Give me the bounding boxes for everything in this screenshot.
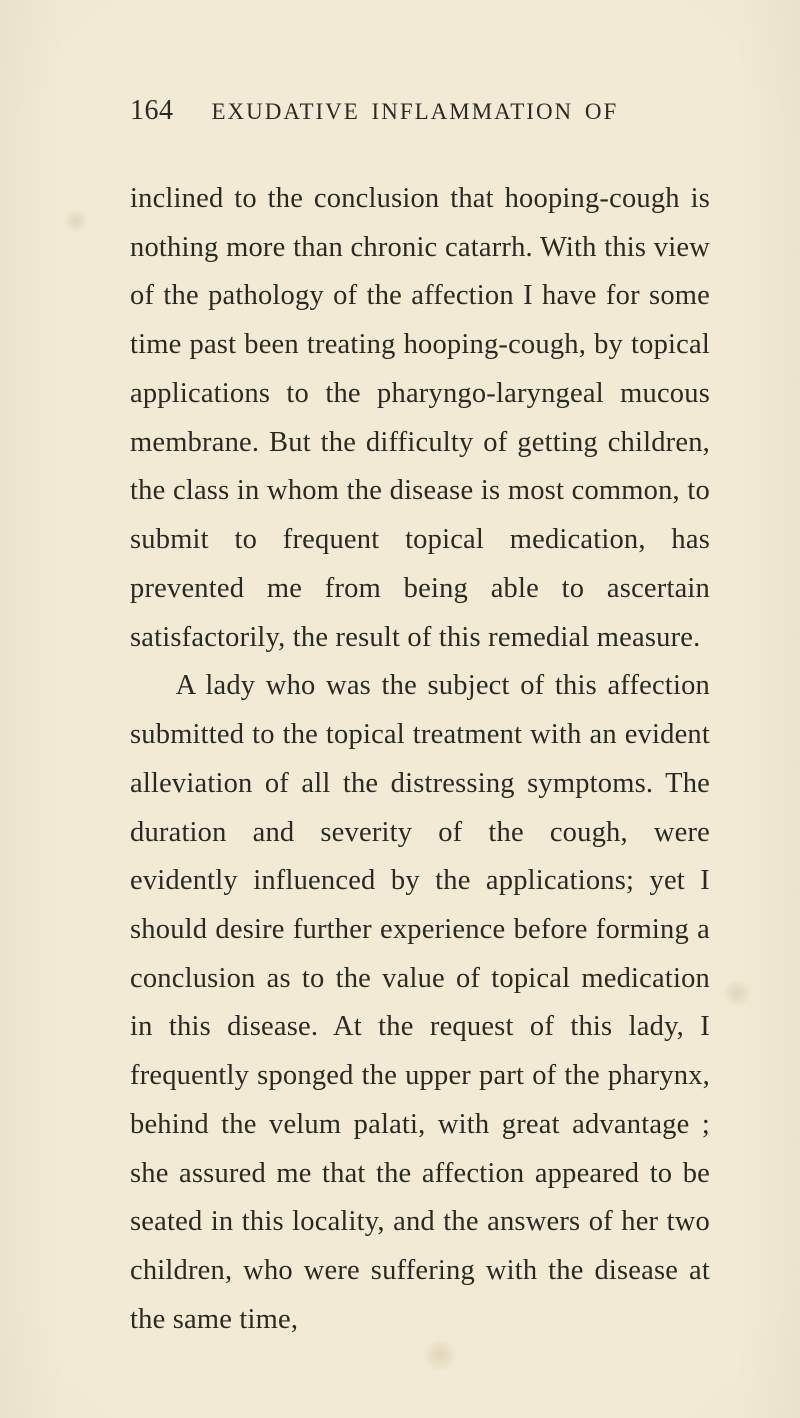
foxing-spot: [62, 210, 90, 232]
running-head: EXUDATIVE INFLAMMATION OF: [212, 99, 619, 125]
scanned-page: 164 EXUDATIVE INFLAMMATION OF inclined t…: [0, 0, 800, 1418]
paragraph: A lady who was the subject of this affec…: [130, 662, 710, 1344]
body-text: inclined to the conclusion that hooping-…: [130, 175, 710, 1345]
foxing-spot: [720, 980, 754, 1006]
page-number: 164: [130, 95, 174, 127]
paragraph: inclined to the conclusion that hooping-…: [130, 175, 710, 662]
page-header: 164 EXUDATIVE INFLAMMATION OF: [130, 95, 710, 127]
